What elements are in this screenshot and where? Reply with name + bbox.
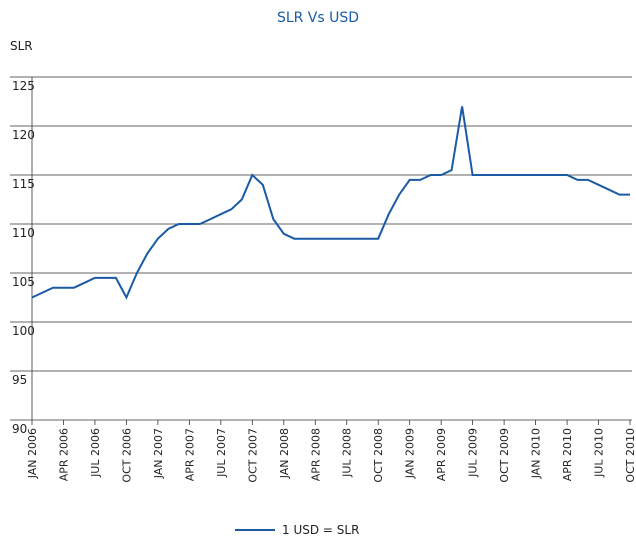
x-tick-label: JUL 2006 — [89, 428, 102, 478]
x-tick-label: APR 2007 — [183, 428, 196, 481]
x-tick-label: APR 2008 — [309, 428, 322, 481]
x-tick-label: OCT 2007 — [246, 428, 259, 483]
y-tick-label: 90 — [12, 422, 27, 436]
x-tick-label: JUL 2010 — [593, 428, 606, 478]
legend-label: 1 USD = SLR — [282, 523, 359, 537]
x-tick-label: OCT 2010 — [624, 428, 636, 483]
x-tick-label: JUL 2008 — [341, 428, 354, 478]
x-tick-label: JAN 2010 — [530, 428, 543, 479]
y-tick-label: 115 — [12, 177, 35, 191]
x-tick-label: OCT 2009 — [498, 428, 511, 483]
y-tick-label: 105 — [12, 275, 35, 289]
x-tick-label: OCT 2006 — [120, 428, 133, 483]
x-tick-label: APR 2009 — [435, 428, 448, 481]
data-line — [31, 106, 630, 300]
x-tick-label: OCT 2008 — [372, 428, 385, 483]
x-tick-label: JAN 2007 — [152, 428, 165, 479]
x-tick-label: JAN 2006 — [26, 428, 39, 479]
chart-title: SLR Vs USD — [277, 10, 359, 26]
y-tick-label: 95 — [12, 373, 27, 387]
x-tick-label: APR 2006 — [57, 428, 70, 481]
x-tick-label: JAN 2008 — [278, 428, 291, 479]
x-tick-label: JAN 2009 — [404, 428, 417, 479]
y-tick-label: 100 — [12, 324, 35, 338]
x-tick-label: APR 2010 — [561, 428, 574, 481]
y-tick-label: 125 — [12, 79, 35, 93]
y-axis-label: SLR — [10, 39, 33, 53]
y-tick-label: 110 — [12, 226, 35, 240]
y-tick-label: 120 — [12, 128, 35, 142]
x-tick-label: JUL 2009 — [467, 428, 480, 478]
x-tick-label: JUL 2007 — [215, 428, 228, 478]
